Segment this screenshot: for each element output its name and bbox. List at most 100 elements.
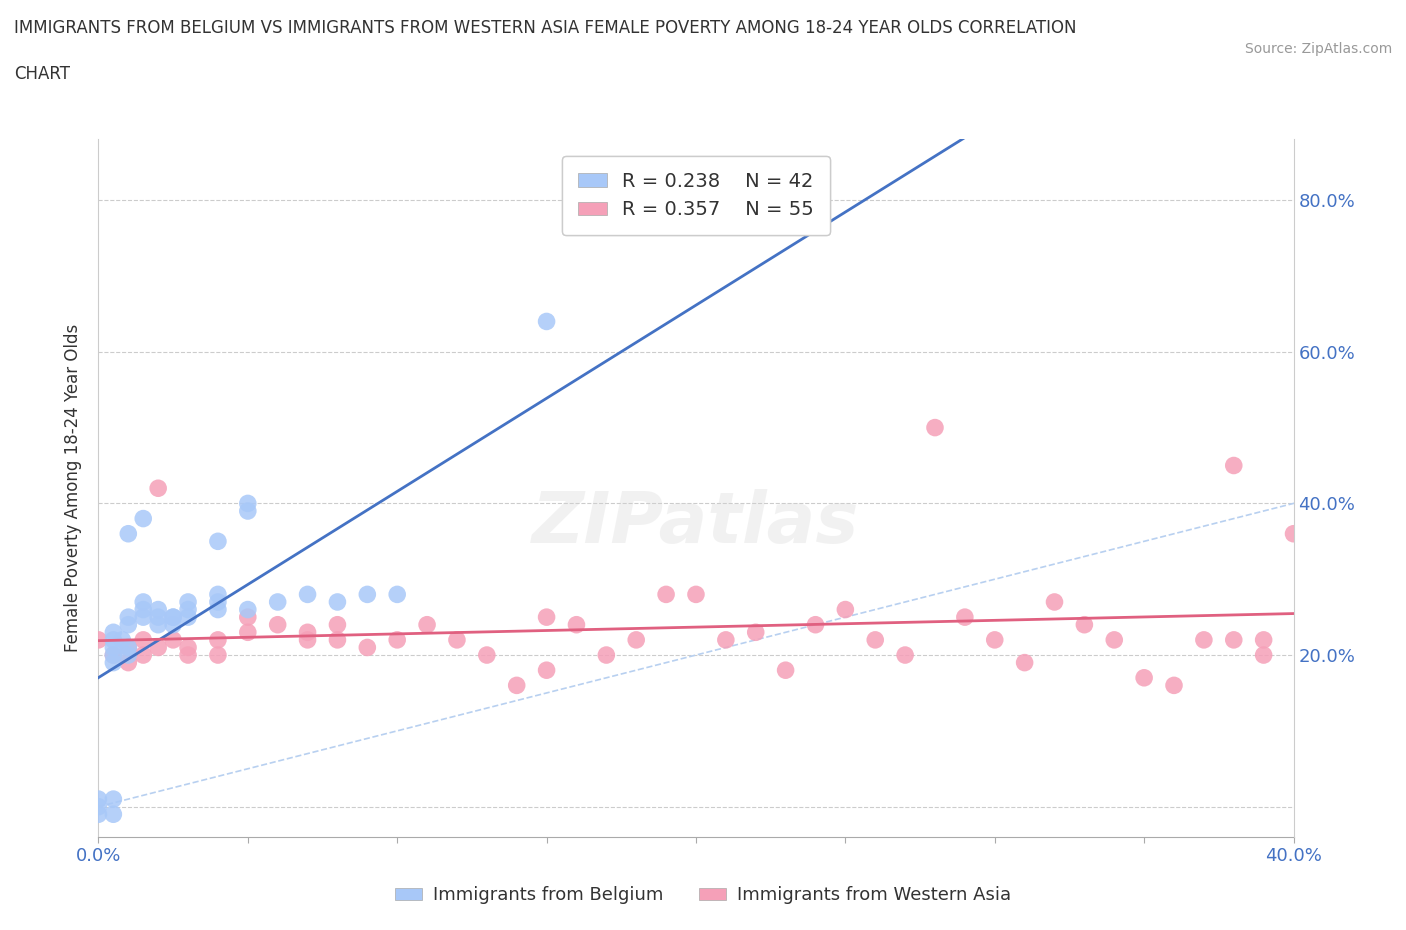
Point xyxy=(267,594,290,609)
Point xyxy=(162,610,184,625)
Point xyxy=(207,534,229,549)
Point xyxy=(984,632,1007,647)
Point xyxy=(326,632,349,647)
Point xyxy=(117,647,139,662)
Point xyxy=(103,647,125,662)
Point xyxy=(87,799,110,814)
Point xyxy=(356,587,378,602)
Point xyxy=(297,632,319,647)
Point xyxy=(132,647,155,662)
Point xyxy=(865,632,887,647)
Point xyxy=(1133,671,1156,685)
Point xyxy=(103,656,125,671)
Point xyxy=(117,656,139,671)
Point xyxy=(207,602,229,617)
Point xyxy=(117,610,139,625)
Point xyxy=(1253,632,1275,647)
Point xyxy=(1253,647,1275,662)
Point xyxy=(953,610,976,625)
Point xyxy=(326,618,349,632)
Point xyxy=(1223,632,1246,647)
Point xyxy=(655,587,678,602)
Point xyxy=(1014,656,1036,671)
Point xyxy=(536,663,558,678)
Point xyxy=(162,618,184,632)
Point xyxy=(103,647,125,662)
Point xyxy=(236,496,259,511)
Point xyxy=(117,640,139,655)
Point xyxy=(148,602,170,617)
Point xyxy=(565,618,588,632)
Point xyxy=(117,640,139,655)
Point xyxy=(177,594,200,609)
Point xyxy=(536,610,558,625)
Point xyxy=(236,610,259,625)
Point xyxy=(148,481,170,496)
Point xyxy=(177,640,200,655)
Point xyxy=(267,618,290,632)
Point xyxy=(148,610,170,625)
Point xyxy=(132,610,155,625)
Point xyxy=(1073,618,1095,632)
Legend: Immigrants from Belgium, Immigrants from Western Asia: Immigrants from Belgium, Immigrants from… xyxy=(388,879,1018,911)
Point xyxy=(685,587,707,602)
Point xyxy=(834,602,856,617)
Point xyxy=(236,503,259,518)
Point xyxy=(894,647,917,662)
Point xyxy=(111,632,134,647)
Point xyxy=(132,602,155,617)
Text: Source: ZipAtlas.com: Source: ZipAtlas.com xyxy=(1244,42,1392,56)
Point xyxy=(207,632,229,647)
Text: IMMIGRANTS FROM BELGIUM VS IMMIGRANTS FROM WESTERN ASIA FEMALE POVERTY AMONG 18-: IMMIGRANTS FROM BELGIUM VS IMMIGRANTS FR… xyxy=(14,19,1077,36)
Point xyxy=(148,640,170,655)
Point xyxy=(132,512,155,526)
Point xyxy=(1223,458,1246,473)
Point xyxy=(162,610,184,625)
Point xyxy=(103,632,125,647)
Point xyxy=(236,625,259,640)
Point xyxy=(775,663,797,678)
Text: CHART: CHART xyxy=(14,65,70,83)
Point xyxy=(924,420,946,435)
Point xyxy=(132,632,155,647)
Point xyxy=(207,594,229,609)
Point xyxy=(385,587,409,602)
Point xyxy=(1282,526,1305,541)
Point xyxy=(446,632,468,647)
Point xyxy=(1104,632,1126,647)
Point xyxy=(207,587,229,602)
Point xyxy=(326,594,349,609)
Point xyxy=(117,526,139,541)
Point xyxy=(207,647,229,662)
Point xyxy=(103,625,125,640)
Point xyxy=(475,647,498,662)
Point xyxy=(148,618,170,632)
Point xyxy=(177,602,200,617)
Point xyxy=(87,807,110,822)
Y-axis label: Female Poverty Among 18-24 Year Olds: Female Poverty Among 18-24 Year Olds xyxy=(65,325,83,652)
Point xyxy=(103,791,125,806)
Point xyxy=(745,625,768,640)
Point xyxy=(236,602,259,617)
Point xyxy=(1192,632,1215,647)
Point xyxy=(714,632,737,647)
Legend: R = 0.238    N = 42, R = 0.357    N = 55: R = 0.238 N = 42, R = 0.357 N = 55 xyxy=(562,156,830,235)
Point xyxy=(626,632,648,647)
Point xyxy=(506,678,529,693)
Point xyxy=(536,314,558,329)
Point xyxy=(416,618,439,632)
Point xyxy=(117,618,139,632)
Point xyxy=(87,791,110,806)
Point xyxy=(297,625,319,640)
Point xyxy=(162,632,184,647)
Point xyxy=(87,632,110,647)
Point xyxy=(595,647,617,662)
Point xyxy=(1163,678,1185,693)
Point xyxy=(1043,594,1066,609)
Point xyxy=(177,610,200,625)
Point xyxy=(385,632,409,647)
Point xyxy=(103,807,125,822)
Point xyxy=(132,594,155,609)
Text: ZIPatlas: ZIPatlas xyxy=(533,488,859,558)
Point xyxy=(804,618,827,632)
